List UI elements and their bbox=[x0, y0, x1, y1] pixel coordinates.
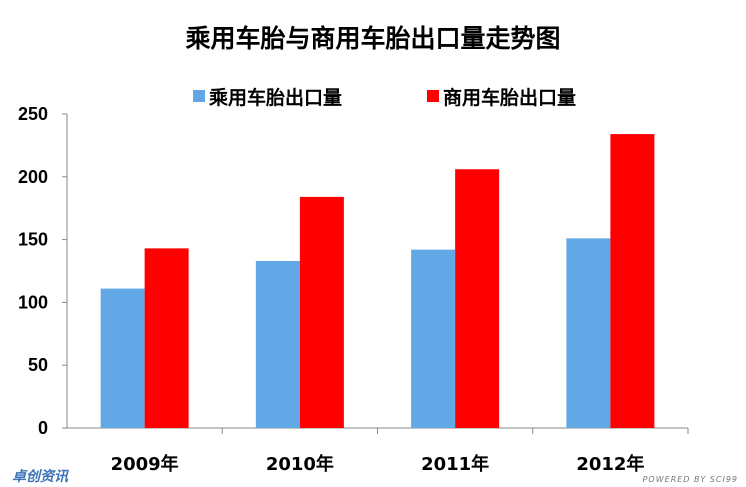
y-tick-label: 0 bbox=[38, 418, 48, 438]
x-tick-label: 2011年 bbox=[421, 453, 489, 475]
y-tick-label: 250 bbox=[18, 104, 48, 124]
chart-title: 乘用车胎与商用车胎出口量走势图 bbox=[185, 24, 560, 53]
bar-passenger bbox=[566, 238, 611, 428]
bar-commercial bbox=[144, 248, 189, 428]
bar-passenger bbox=[255, 260, 300, 428]
x-tick-label: 2010年 bbox=[266, 453, 334, 475]
logo: 卓创资讯 bbox=[12, 468, 69, 485]
x-tick-label: 2012年 bbox=[576, 453, 644, 475]
x-tick-label: 2009年 bbox=[111, 453, 179, 475]
bar-commercial bbox=[299, 196, 344, 428]
y-tick-label: 100 bbox=[18, 292, 48, 312]
legend: 乘用车胎出口量 商用车胎出口量 bbox=[193, 86, 576, 109]
legend-label-passenger: 乘用车胎出口量 bbox=[208, 86, 342, 109]
legend-label-commercial: 商用车胎出口量 bbox=[443, 86, 576, 109]
legend-swatch-passenger bbox=[193, 90, 205, 102]
bars bbox=[100, 134, 689, 434]
y-tick-label: 200 bbox=[18, 167, 48, 187]
bar-commercial bbox=[610, 134, 655, 428]
y-tick-label: 150 bbox=[18, 230, 48, 250]
x-tick-labels: 2009年 2010年 2011年 2012年 bbox=[111, 453, 645, 475]
legend-swatch-commercial bbox=[427, 90, 439, 102]
powered-by-text: POWERED BY SCI99 bbox=[643, 475, 738, 484]
y-tick-label: 50 bbox=[28, 355, 48, 375]
bar-passenger bbox=[100, 288, 145, 428]
y-ticks: 0 50 100 150 200 250 bbox=[18, 104, 67, 438]
logo-text: 卓创资讯 bbox=[12, 468, 69, 485]
bar-commercial bbox=[455, 169, 500, 428]
bar-passenger bbox=[411, 249, 456, 428]
